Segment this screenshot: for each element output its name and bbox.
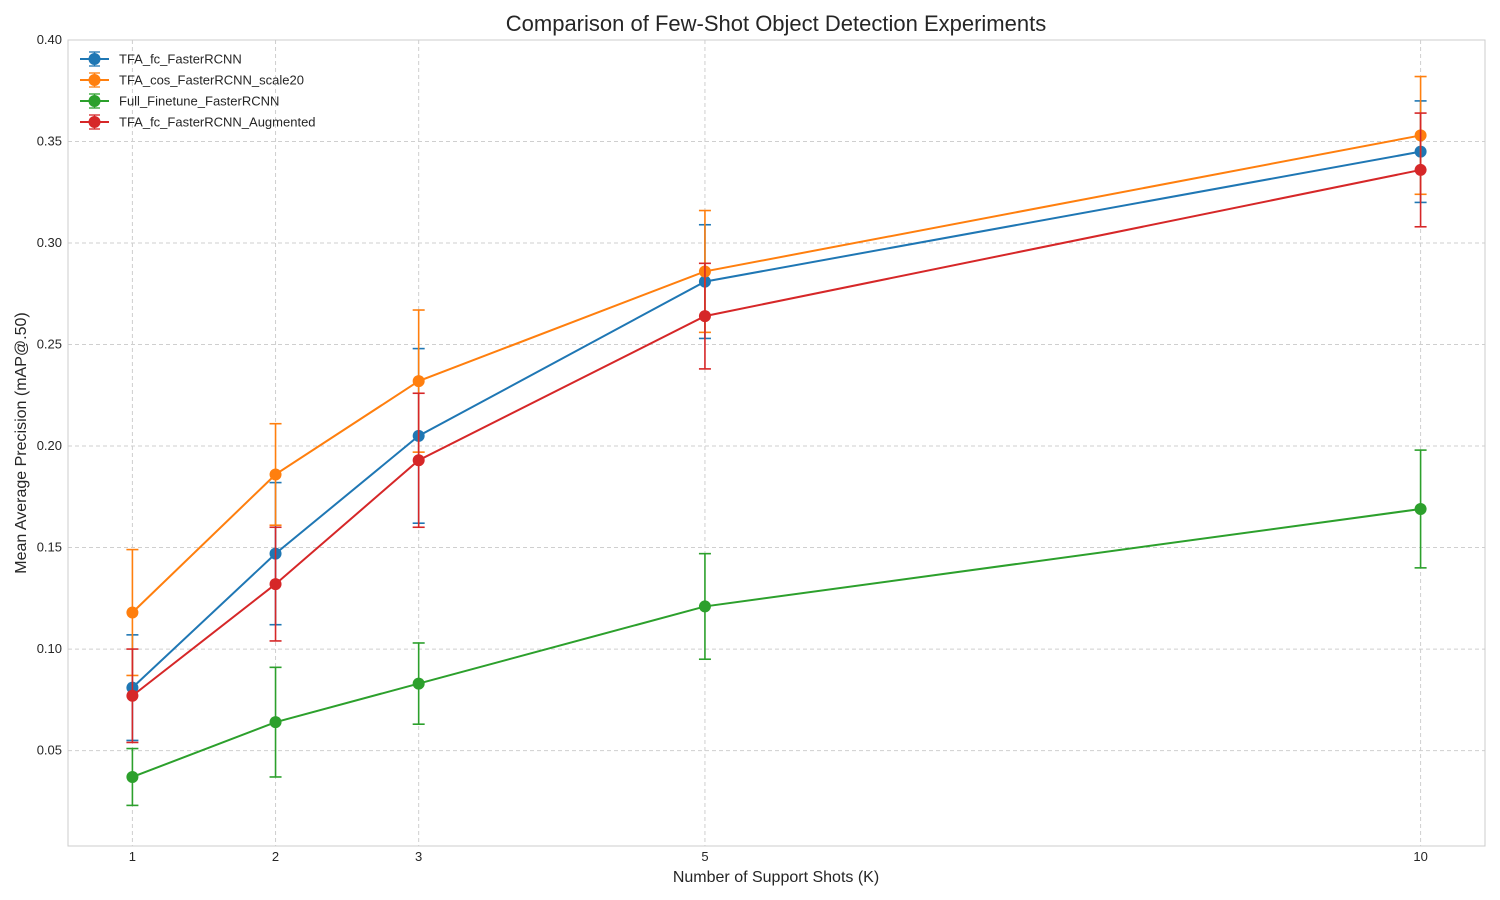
y-tick-label: 0.25 bbox=[37, 337, 62, 352]
legend-swatch-marker bbox=[88, 74, 101, 86]
series-line bbox=[132, 507, 1421, 778]
y-axis-label: Mean Average Precision (mAP@.50) bbox=[13, 312, 30, 573]
legend-item: TFA_fc_FasterRCNN_Augmented bbox=[80, 114, 316, 130]
y-tick-label: 0.40 bbox=[37, 32, 62, 47]
data-point bbox=[1414, 163, 1427, 176]
legend: TFA_fc_FasterRCNN TFA_cos_FasterRCNN_scal… bbox=[80, 51, 316, 130]
data-point bbox=[269, 578, 282, 591]
y-axis-ticks: 0.05 0.10 0.15 0.20 0.25 0.30 0.35 0.40 bbox=[37, 32, 62, 758]
data-point bbox=[269, 468, 282, 481]
data-point bbox=[126, 770, 139, 783]
y-tick-label: 0.35 bbox=[37, 134, 62, 149]
x-tick-label: 2 bbox=[272, 849, 279, 864]
data-point bbox=[269, 716, 282, 729]
legend-swatch-marker bbox=[88, 95, 101, 107]
x-tick-label: 1 bbox=[129, 849, 136, 864]
y-tick-label: 0.05 bbox=[37, 743, 62, 758]
plot-frame bbox=[67, 39, 1486, 847]
legend-item: TFA_fc_FasterRCNN bbox=[80, 51, 242, 67]
series-4 bbox=[126, 112, 1427, 744]
data-point bbox=[412, 454, 425, 467]
x-axis-ticks: 1 2 3 5 10 bbox=[129, 849, 1428, 864]
x-tick-label: 10 bbox=[1413, 849, 1427, 864]
y-tick-label: 0.20 bbox=[37, 438, 62, 453]
x-tick-label: 5 bbox=[701, 849, 708, 864]
series-line bbox=[131, 168, 1421, 697]
data-point bbox=[698, 310, 711, 323]
data-point bbox=[126, 689, 139, 702]
data-point bbox=[412, 677, 425, 690]
legend-swatch-marker bbox=[88, 116, 101, 128]
series-1 bbox=[126, 100, 1427, 742]
data-point bbox=[698, 600, 711, 613]
legend-label: TFA_fc_FasterRCNN bbox=[119, 52, 242, 67]
legend-swatch-marker bbox=[88, 53, 101, 65]
data-point bbox=[126, 606, 139, 619]
y-tick-label: 0.15 bbox=[37, 540, 62, 555]
y-tick-label: 0.30 bbox=[37, 235, 62, 250]
x-axis-label: Number of Support Shots (K) bbox=[673, 869, 879, 886]
series-3 bbox=[126, 449, 1427, 807]
legend-label: TFA_fc_FasterRCNN_Augmented bbox=[119, 115, 316, 130]
series-2 bbox=[126, 75, 1427, 677]
y-tick-label: 0.10 bbox=[37, 641, 62, 656]
series-line bbox=[131, 150, 1421, 689]
chart-title: Comparison of Few-Shot Object Detection … bbox=[506, 11, 1046, 36]
series-layer bbox=[126, 75, 1427, 807]
data-point bbox=[412, 375, 425, 388]
legend-label: Full_Finetune_FasterRCNN bbox=[119, 94, 279, 109]
legend-item: TFA_cos_FasterRCNN_scale20 bbox=[80, 72, 304, 88]
legend-item: Full_Finetune_FasterRCNN bbox=[80, 93, 279, 109]
x-tick-label: 3 bbox=[415, 849, 422, 864]
data-point bbox=[1414, 502, 1427, 515]
legend-label: TFA_cos_FasterRCNN_scale20 bbox=[119, 73, 304, 88]
